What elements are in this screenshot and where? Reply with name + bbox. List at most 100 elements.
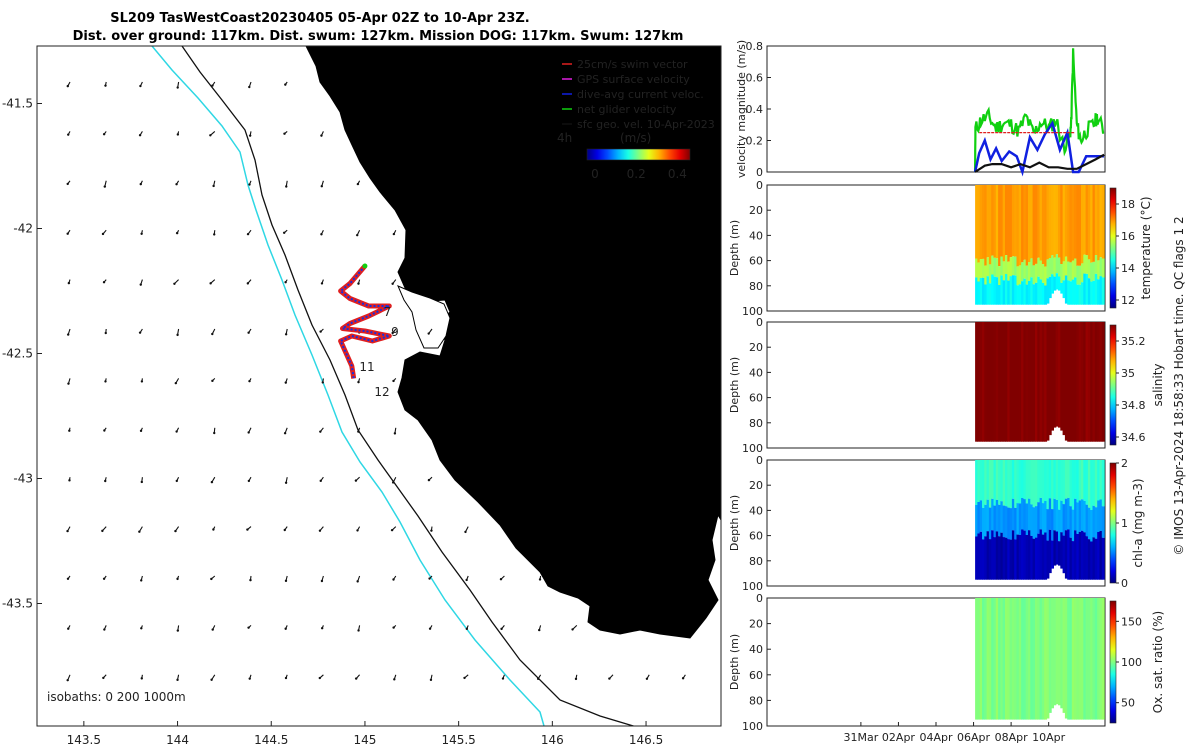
section-cell	[1069, 185, 1073, 263]
colorbar-tick-label: 150	[1121, 615, 1142, 628]
section-cell	[988, 185, 992, 265]
section-cell	[988, 322, 992, 442]
geo-arrow-head	[538, 578, 542, 581]
section-cell	[993, 505, 997, 538]
depth-tick-label: 20	[749, 341, 763, 354]
legend-entry-swim: 25cm/s swim vector	[562, 58, 688, 71]
section-cell	[1078, 598, 1082, 720]
geo-arrow-head	[464, 530, 467, 534]
geo-arrow-head	[608, 677, 611, 680]
section-cell	[1002, 537, 1006, 580]
geo-arrow-head	[210, 678, 213, 681]
section-cell	[1094, 255, 1098, 274]
legend-entry-dive: dive-avg current veloc.	[562, 88, 704, 101]
chla-yticks: 0 20 40 60 80 100	[742, 454, 771, 593]
section-cell	[1055, 598, 1059, 705]
colorbar-tick-label: 100	[1121, 656, 1142, 669]
geo-arrow-head	[213, 233, 216, 236]
section-cell	[1064, 530, 1068, 579]
section-cell	[1097, 532, 1101, 580]
section-cell	[1025, 535, 1029, 580]
geo-arrow-head	[140, 380, 144, 383]
section-cell	[975, 598, 978, 720]
section-cell	[1048, 460, 1052, 499]
section-cell	[1018, 284, 1022, 305]
geo-arrow-head	[67, 133, 70, 136]
section-cell	[993, 598, 997, 720]
section-cell	[1055, 322, 1059, 427]
section-cell	[995, 598, 999, 720]
section-cell	[1025, 460, 1029, 504]
section-cell	[993, 257, 997, 277]
section-cell	[1078, 185, 1082, 266]
section-cell	[1074, 598, 1077, 720]
colorbar-gradient	[1109, 187, 1117, 309]
section-cell	[995, 531, 999, 580]
section-cell	[1074, 277, 1077, 305]
section-cell	[1083, 273, 1087, 305]
section-cell	[1044, 322, 1048, 442]
section-cell	[1074, 258, 1077, 278]
section-cell	[984, 460, 988, 505]
geo-arrow-head	[176, 333, 179, 337]
colorbar-title: (m/s)	[620, 131, 651, 145]
section-cell	[979, 185, 983, 259]
depth-tick-label: 100	[742, 442, 763, 455]
section-cell	[1007, 507, 1011, 540]
section-cell	[1051, 598, 1054, 709]
depth-tick-label: 60	[749, 669, 763, 682]
time-tick-label: 02Apr	[882, 731, 916, 744]
section-cell	[1016, 534, 1020, 580]
section-cell	[1076, 265, 1080, 285]
section-cell	[1009, 598, 1013, 720]
geo-arrow-head	[66, 678, 69, 682]
legend-label-geo: sfc geo. vel. 10-Apr-2023	[577, 118, 715, 131]
section-cell	[1039, 460, 1043, 498]
section-cell	[975, 258, 978, 278]
geo-arrow-head	[212, 528, 215, 531]
section-cell	[1076, 533, 1080, 580]
colorbar-gradient	[1109, 600, 1117, 724]
section-cell	[1028, 460, 1031, 499]
section-cell	[991, 255, 995, 275]
section-cell	[1060, 460, 1064, 501]
legend-label-gps: GPS surface velocity	[577, 73, 690, 86]
section-cell	[993, 537, 997, 580]
section-cell	[1046, 509, 1050, 541]
section-cell	[977, 281, 981, 305]
geo-arrow-head	[319, 479, 322, 483]
section-cell	[1078, 322, 1082, 442]
section-cell	[977, 460, 981, 502]
map-xtick-label: 143.5	[67, 733, 101, 747]
section-cell	[1018, 460, 1022, 504]
section-cell	[1097, 322, 1101, 442]
section-cell	[1046, 185, 1050, 260]
section-cell	[1009, 257, 1013, 277]
velocity-series-dive-avg	[973, 120, 1105, 177]
section-cell	[1039, 185, 1043, 261]
colorbar-gradient	[1109, 462, 1117, 584]
section-cell	[1097, 279, 1101, 305]
colorbar-tick-label: 0.4	[668, 167, 687, 181]
map-xtick-label: 144	[166, 733, 189, 747]
section-cell	[1005, 322, 1008, 442]
section-cell	[991, 530, 995, 580]
section-cell	[1101, 185, 1105, 259]
section-cell	[1076, 322, 1080, 442]
geo-arrow-head	[248, 85, 251, 89]
geo-arrow-head	[285, 185, 288, 188]
section-cell	[995, 185, 999, 259]
section-cell	[1071, 541, 1075, 580]
geo-arrow-head	[465, 578, 468, 582]
section-cell	[1016, 185, 1020, 267]
legend-label-net: net glider velocity	[577, 103, 677, 116]
chla-ylabel: Depth (m)	[728, 495, 741, 551]
section-cell	[1021, 529, 1024, 580]
section-cell	[975, 460, 978, 505]
geo-arrow-head	[176, 678, 179, 682]
geo-arrow-head	[392, 626, 395, 629]
geo-arrow-head	[283, 431, 287, 435]
section-cell	[1069, 537, 1073, 580]
section-cell	[1011, 530, 1015, 580]
section-cell	[991, 322, 995, 442]
